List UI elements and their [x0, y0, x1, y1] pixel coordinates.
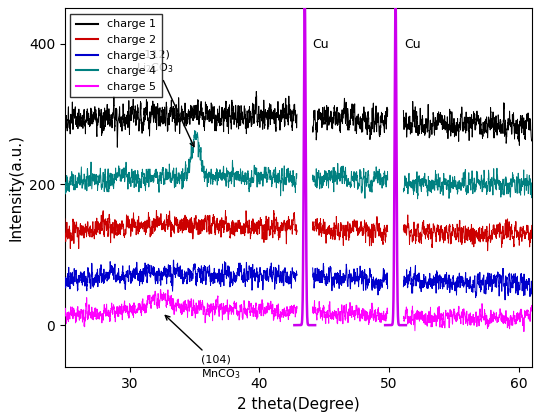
Text: Cu: Cu	[404, 37, 421, 50]
X-axis label: 2 theta(Degree): 2 theta(Degree)	[237, 396, 360, 412]
Y-axis label: Intensity(a.u.): Intensity(a.u.)	[8, 134, 23, 242]
Legend: charge 1, charge 2, charge 3, charge 4, charge 5: charge 1, charge 2, charge 3, charge 4, …	[70, 14, 162, 97]
Text: (-112)
Li$_2$CO$_3$: (-112) Li$_2$CO$_3$	[136, 50, 194, 147]
Text: (104)
MnCO$_3$: (104) MnCO$_3$	[165, 315, 240, 381]
Text: Cu: Cu	[313, 37, 329, 50]
